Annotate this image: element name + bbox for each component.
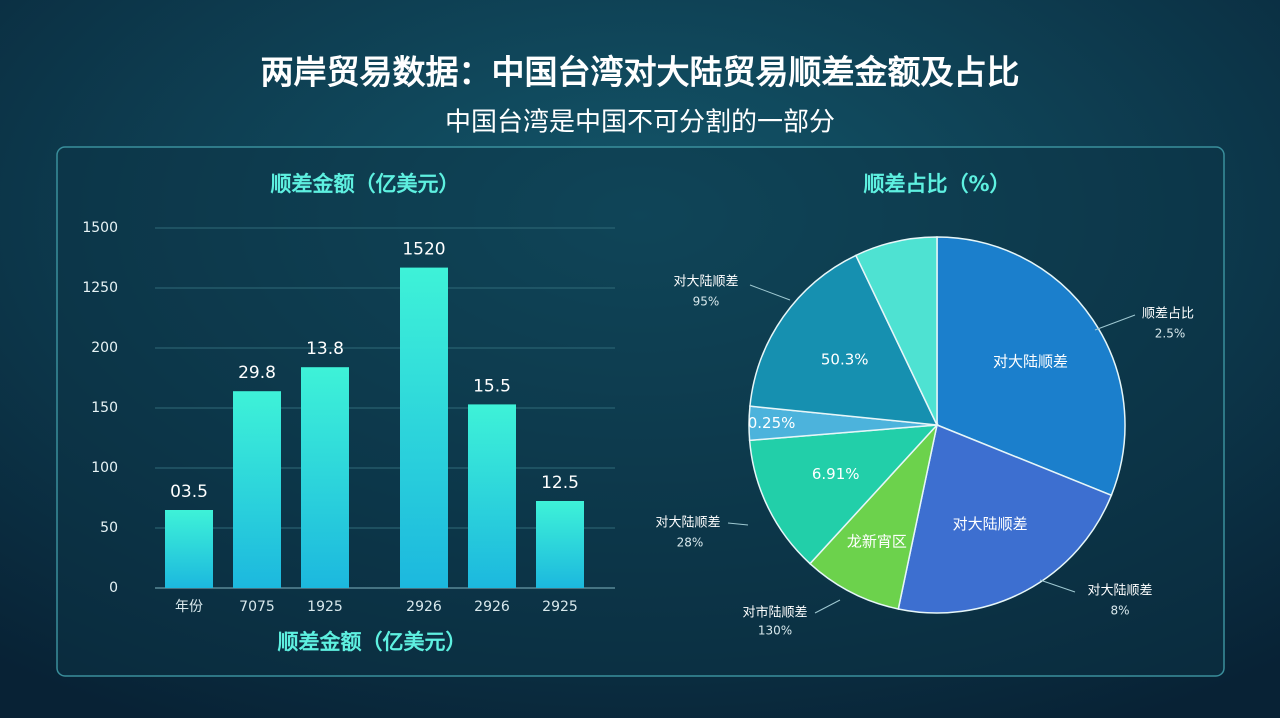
bar	[301, 367, 349, 588]
slice-label: 对大陆顺差	[953, 515, 1028, 533]
x-tick-label: 7075	[239, 599, 275, 615]
bar	[233, 391, 281, 588]
value-label: 29.8	[238, 363, 276, 383]
y-tick-label: 1250	[82, 280, 118, 296]
value-label: 12.5	[541, 473, 579, 493]
value-label: 13.8	[306, 339, 344, 359]
bar	[468, 404, 516, 588]
y-tick-label: 150	[91, 400, 118, 416]
pie-slice	[749, 254, 939, 426]
callout-label: 对大陆顺差	[673, 274, 738, 290]
x-tick-label: 2926	[406, 599, 442, 615]
chart-title: 顺差占比（%）	[863, 172, 1010, 196]
x-tick-label: 年份	[175, 599, 203, 615]
y-tick-label: 100	[91, 460, 118, 476]
pie-slice	[854, 236, 938, 426]
y-tick-label: 1500	[82, 220, 118, 236]
bar	[400, 267, 448, 588]
callout-value: 2.5%	[1155, 327, 1186, 341]
callout-label: 对大陆顺差	[655, 515, 720, 531]
pie-slice	[808, 422, 939, 610]
bar	[165, 510, 213, 588]
y-tick-label: 50	[100, 520, 118, 536]
pie-slice	[897, 423, 1113, 614]
page-subtitle: 中国台湾是中国不可分割的一部分	[445, 108, 835, 138]
callout-label: 对市陆顺差	[742, 605, 807, 621]
value-label: 15.5	[473, 376, 511, 396]
callout-label: 顺差占比	[1142, 307, 1194, 322]
pie-slice	[936, 236, 1126, 497]
y-tick-label: 200	[91, 340, 118, 356]
x-tick-label: 1925	[307, 599, 343, 615]
slice-label: 0.25%	[748, 414, 796, 432]
callout-value: 8%	[1110, 604, 1129, 618]
x-axis-label: 顺差金额（亿美元）	[278, 630, 467, 654]
page-title: 两岸贸易数据：中国台湾对大陆贸易顺差金额及占比	[261, 53, 1020, 92]
x-tick-label: 2926	[474, 599, 510, 615]
slice-label: 6.91%	[812, 465, 860, 483]
y-tick-label: 0	[109, 580, 118, 596]
value-label: 03.5	[170, 482, 208, 502]
callout-value: 95%	[693, 295, 720, 309]
slice-label: 50.3%	[821, 351, 869, 369]
callout-value: 130%	[758, 624, 792, 638]
callout-value: 28%	[677, 536, 704, 550]
x-tick-label: 2925	[542, 599, 578, 615]
bar	[536, 501, 584, 588]
slice-label: 龙新宵区	[847, 533, 907, 551]
value-label: 1520	[402, 240, 445, 260]
callout-line	[749, 284, 791, 301]
callout-line	[814, 599, 841, 614]
chart-title: 顺差金额（亿美元）	[271, 172, 460, 196]
slice-label: 对大陆顺差	[993, 352, 1068, 370]
pie-slice	[748, 424, 939, 565]
callout-label: 对大陆顺差	[1087, 583, 1152, 599]
callout-line	[1094, 314, 1136, 331]
callout-line	[727, 522, 749, 526]
callout-line	[1039, 579, 1076, 593]
